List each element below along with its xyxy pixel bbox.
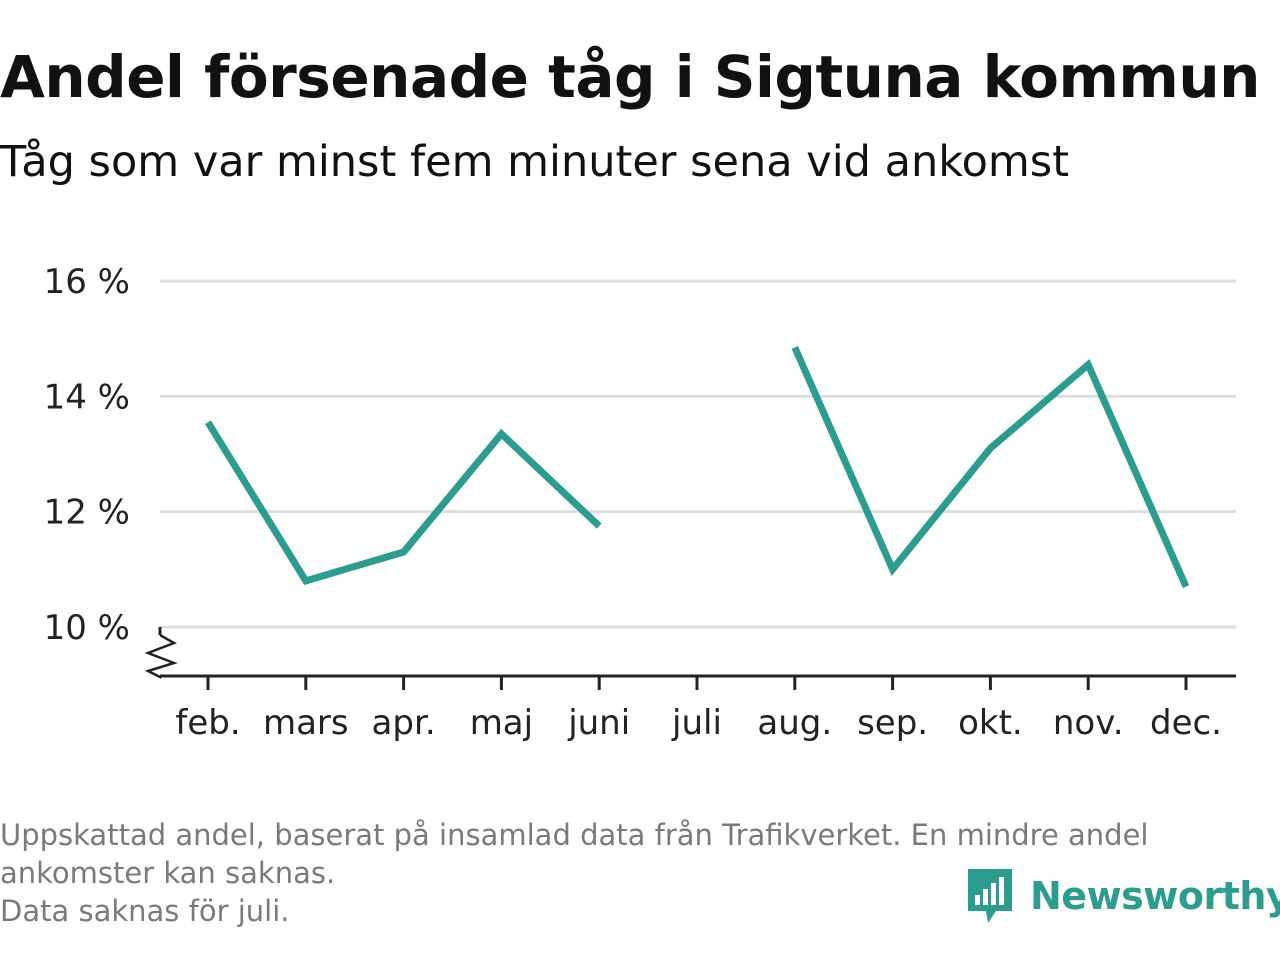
chart-subtitle: Tåg som var minst fem minuter sena vid a… bbox=[0, 137, 1070, 187]
footnote-line-2: ankomster kan saknas. bbox=[0, 856, 336, 890]
x-tick-label: okt. bbox=[958, 703, 1023, 743]
y-tick-label: 16 % bbox=[44, 262, 130, 302]
line-chart: 10 % 12 % 14 % 16 % feb. mars apr. maj juni juli… bbox=[44, 262, 1236, 743]
series-line-segment bbox=[791, 345, 1190, 589]
x-tick-label: dec. bbox=[1150, 703, 1222, 743]
chart-title: Andel försenade tåg i Sigtuna kommun bbox=[0, 43, 1260, 111]
series-line-segment bbox=[205, 420, 602, 585]
footnote: Uppskattad andel, baserat på insamlad da… bbox=[0, 816, 1270, 930]
series-lines bbox=[205, 345, 1190, 589]
y-axis-break bbox=[144, 633, 178, 680]
footnote-line-3: Data saknas för juli. bbox=[0, 894, 290, 928]
x-tick-label: maj bbox=[470, 703, 533, 743]
y-tick-label: 10 % bbox=[44, 608, 130, 648]
logo-text: Newsworthy bbox=[1030, 874, 1280, 918]
axes bbox=[144, 626, 1236, 680]
x-tick-label: feb. bbox=[175, 703, 240, 743]
gridlines bbox=[160, 279, 1236, 629]
x-tick-label: juni bbox=[567, 703, 630, 743]
x-tick-label: mars bbox=[263, 703, 349, 743]
x-tick-label: juli bbox=[671, 703, 722, 743]
x-tick-label: sep. bbox=[857, 703, 928, 743]
newsworthy-logo-icon bbox=[968, 869, 1012, 923]
y-axis-ticks: 10 % 12 % 14 % 16 % bbox=[44, 262, 130, 648]
x-axis-ticks: feb. mars apr. maj juni juli aug. sep. okt. nov. d… bbox=[175, 676, 1222, 743]
x-tick-label: apr. bbox=[372, 703, 436, 743]
footnote-line-1: Uppskattad andel, baserat på insamlad da… bbox=[0, 818, 1149, 852]
x-tick-label: nov. bbox=[1053, 703, 1124, 743]
y-tick-label: 14 % bbox=[44, 377, 130, 417]
y-tick-label: 12 % bbox=[44, 493, 130, 533]
newsworthy-logo: Newsworthy bbox=[964, 864, 1280, 928]
x-tick-label: aug. bbox=[757, 703, 832, 743]
